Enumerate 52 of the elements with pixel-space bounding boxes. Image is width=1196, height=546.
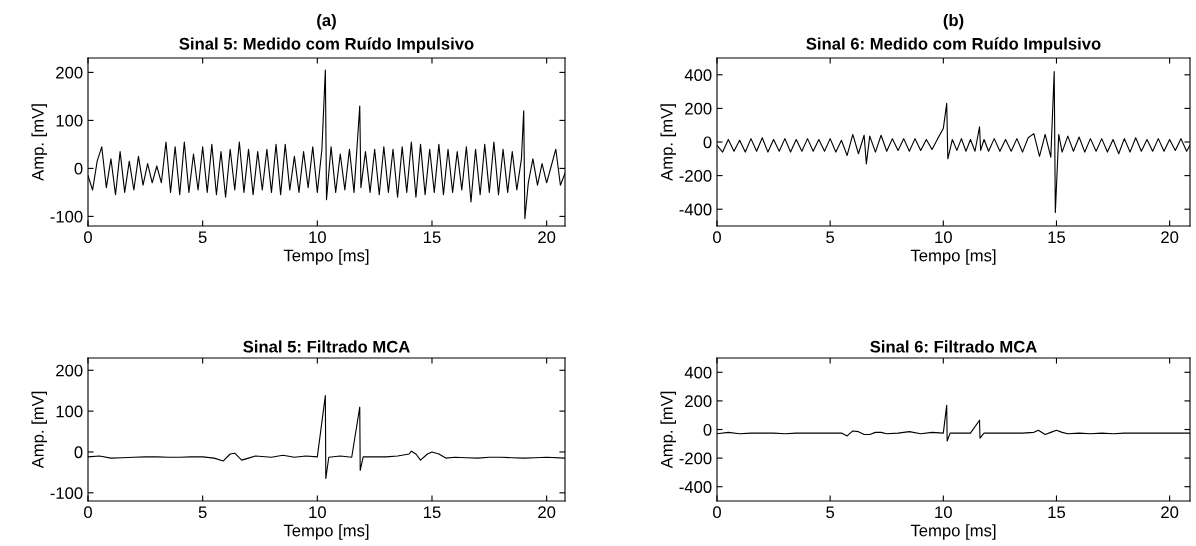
- y-axis-title: Amp. [mV]: [660, 391, 677, 469]
- x-tick-label: 20: [538, 506, 556, 519]
- y-tick-label: -400: [679, 203, 712, 216]
- y-tick-label: 200: [685, 102, 712, 115]
- y-tick-label: 200: [56, 364, 83, 377]
- x-tick-label: 5: [198, 506, 207, 519]
- x-tick-label: 10: [935, 506, 952, 519]
- y-tick-label: 100: [56, 114, 83, 127]
- chart-title: Sinal 6: Filtrado MCA: [870, 340, 1037, 353]
- y-tick-label: -200: [679, 452, 712, 465]
- y-tick-label: 400: [684, 366, 712, 379]
- y-tick-label: 100: [56, 405, 83, 418]
- x-tick-label: 20: [1161, 231, 1179, 244]
- y-tick-label: 0: [703, 136, 712, 149]
- y-axis-title: Amp. [mV]: [660, 104, 677, 181]
- chart-title: (b): [943, 13, 964, 30]
- chart-subtitle: Sinal 5: Medido com Ruído Impulsivo: [179, 37, 474, 53]
- y-tick-label: 0: [74, 446, 83, 459]
- chart-subtitle: Sinal 6: Medido com Ruído Impulsivo: [806, 37, 1101, 53]
- x-tick-label: 15: [423, 231, 441, 244]
- y-tick-label: -400: [679, 481, 712, 493]
- y-tick-label: -200: [679, 170, 712, 182]
- x-tick-label: 15: [1048, 231, 1066, 244]
- x-tick-label: 15: [423, 506, 441, 519]
- x-tick-label: 0: [713, 231, 721, 244]
- y-tick-label: -100: [50, 487, 83, 500]
- x-axis-title: Tempo [ms]: [283, 524, 369, 540]
- x-tick-label: 5: [826, 231, 835, 244]
- chart-title: Sinal 5: Filtrado MCA: [243, 340, 410, 353]
- y-tick-label: 0: [703, 423, 712, 436]
- x-tick-label: 0: [713, 506, 721, 519]
- x-tick-label: 10: [935, 231, 952, 244]
- y-tick-label: -100: [50, 210, 83, 223]
- x-tick-label: 5: [198, 231, 207, 244]
- chart-title: (a): [317, 13, 336, 30]
- x-tick-label: 0: [84, 231, 92, 244]
- y-tick-label: 200: [685, 395, 712, 408]
- x-axis-title: Tempo [ms]: [910, 249, 996, 265]
- y-tick-label: 400: [684, 69, 712, 81]
- y-axis-title: Amp. [mV]: [31, 391, 48, 469]
- x-axis-title: Tempo [ms]: [283, 249, 369, 265]
- x-tick-label: 20: [538, 231, 556, 244]
- x-tick-label: 20: [1161, 506, 1179, 519]
- y-tick-label: 0: [74, 162, 83, 175]
- y-axis-title: Amp. [mV]: [31, 104, 48, 181]
- x-tick-label: 15: [1048, 506, 1066, 519]
- x-axis-title: Tempo [ms]: [910, 524, 996, 540]
- y-tick-label: 200: [56, 66, 83, 79]
- x-tick-label: 5: [826, 506, 835, 519]
- x-tick-label: 10: [309, 506, 326, 519]
- x-tick-label: 10: [309, 231, 326, 244]
- x-tick-label: 0: [84, 506, 92, 519]
